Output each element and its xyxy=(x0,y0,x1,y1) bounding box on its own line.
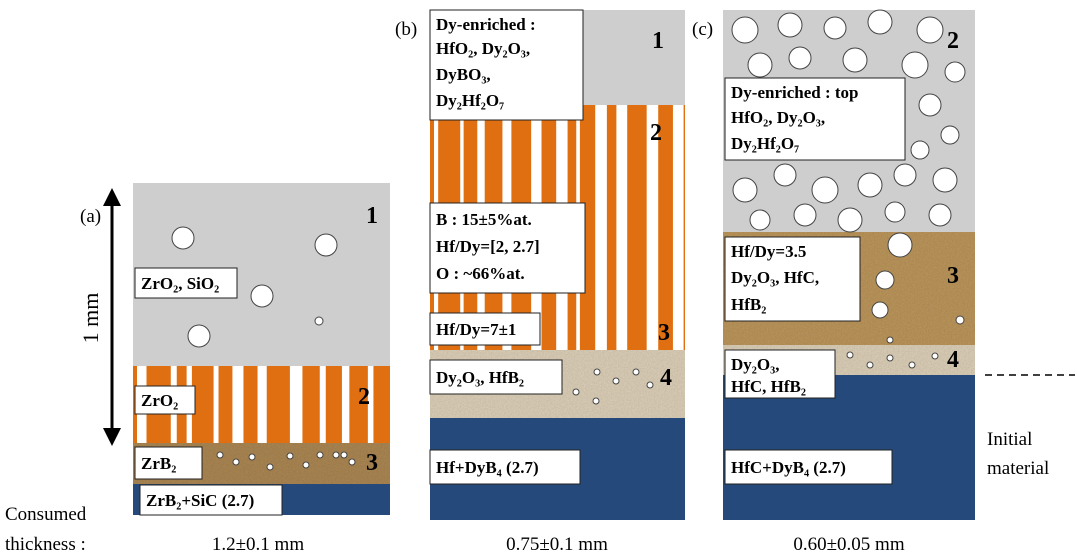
pore xyxy=(732,17,758,43)
panel-label: (a) xyxy=(80,206,101,227)
layer-id: 2 xyxy=(947,28,959,54)
panel-label: (b) xyxy=(395,19,417,40)
layer-id: 2 xyxy=(650,120,662,146)
pore xyxy=(933,168,957,192)
pore xyxy=(887,355,893,361)
stripe xyxy=(616,105,627,350)
box-text: DyBO₃, xyxy=(436,65,491,84)
pore xyxy=(838,208,862,232)
pore xyxy=(867,362,873,368)
pore xyxy=(956,316,964,324)
stripe xyxy=(595,105,607,350)
pore xyxy=(868,10,892,34)
initial-label: material xyxy=(987,458,1049,479)
stripe xyxy=(258,366,267,443)
layer-id: 1 xyxy=(366,203,378,229)
pore xyxy=(929,204,951,226)
pore xyxy=(812,177,838,203)
box-text: Dy-enriched : top xyxy=(731,83,858,102)
pore xyxy=(778,13,802,37)
pore xyxy=(858,173,882,197)
box-text: Hf/Dy=[2, 2.7] xyxy=(436,237,540,256)
scale-label: 1 mm xyxy=(78,293,103,344)
panel-c: (c) 2 3 4 Dy-enriched : top HfO₂, Dy₂O₃,… xyxy=(692,10,975,555)
layer-id: 3 xyxy=(658,320,670,346)
box-text: Dy₂Hf₂O₇ xyxy=(436,91,504,110)
panel-label: (c) xyxy=(692,19,713,40)
thickness: 0.75±0.1 mm xyxy=(506,534,608,555)
layer-id: 3 xyxy=(947,263,959,289)
layer-id: 1 xyxy=(652,28,664,54)
pore xyxy=(902,52,928,78)
initial-label: Initial xyxy=(987,429,1032,450)
pore xyxy=(750,210,770,230)
layer-id: 3 xyxy=(366,450,378,476)
panel-b: (b) 1 2 3 4 Dy-enriched : HfO₂, Dy₂O₃, D… xyxy=(395,10,685,555)
box-text: Dy₂O₃, HfC, xyxy=(731,268,819,287)
box-text: Hf+DyB₄ (2.7) xyxy=(436,458,539,477)
thickness: 0.60±0.05 mm xyxy=(793,534,904,555)
box-text: Dy-enriched : xyxy=(436,15,536,34)
box-text: HfO₂, Dy₂O₃, xyxy=(731,108,825,127)
stripe xyxy=(232,366,243,443)
pore xyxy=(885,202,905,222)
thickness: 1.2±0.1 mm xyxy=(212,534,304,555)
consumed-label: thickness : xyxy=(5,534,86,555)
box-text: ZrO₂, SiO₂ xyxy=(141,274,219,293)
pore xyxy=(847,352,853,358)
pore xyxy=(789,47,811,69)
pore xyxy=(774,164,796,186)
box-text: HfB₂ xyxy=(731,295,766,314)
pore xyxy=(733,178,757,202)
box-text: HfC+DyB₄ (2.7) xyxy=(731,458,846,477)
pore xyxy=(909,362,915,368)
box-text: Dy₂O₃, HfB₂ xyxy=(436,368,524,387)
box-text: Dy₂Hf₂O₇ xyxy=(731,134,799,153)
stripe xyxy=(214,366,219,443)
pore xyxy=(872,302,888,318)
box-text: O : ~66%at. xyxy=(436,264,525,283)
layer-id: 4 xyxy=(947,347,959,373)
pore xyxy=(941,126,959,144)
pore xyxy=(888,233,912,257)
pore xyxy=(824,17,846,39)
box-text: HfC, HfB₂ xyxy=(731,377,806,396)
pore xyxy=(894,164,916,186)
stripe xyxy=(673,105,684,350)
stripe xyxy=(342,366,349,443)
pore xyxy=(748,53,772,77)
panel-a: (a) 1 mm 1 2 3 ZrO₂, SiO₂ ZrO₂ ZrB₂ ZrB₂… xyxy=(78,183,390,555)
pore xyxy=(945,62,965,82)
box-text: HfO₂, Dy₂O₃, xyxy=(436,39,530,58)
pore xyxy=(876,271,894,289)
pore xyxy=(794,204,816,226)
layer-id: 4 xyxy=(660,365,672,391)
pore xyxy=(887,337,893,343)
pore xyxy=(932,353,938,359)
layer-id: 2 xyxy=(358,384,370,410)
box-text: Dy₂O₃, xyxy=(731,355,779,374)
box-text: ZrO₂ xyxy=(141,391,178,410)
consumed-label: Consumed xyxy=(5,504,87,525)
pore xyxy=(919,94,941,116)
stripe xyxy=(320,366,326,443)
box-text: ZrB₂ xyxy=(141,454,176,473)
box-text: ZrB₂+SiC (2.7) xyxy=(146,491,254,510)
pore xyxy=(917,17,943,43)
pore xyxy=(911,141,929,159)
box-text: B : 15±5%at. xyxy=(436,210,532,229)
diagram: (a) 1 mm 1 2 3 ZrO₂, SiO₂ ZrO₂ ZrB₂ ZrB₂… xyxy=(0,0,1077,555)
box-text: Hf/Dy=3.5 xyxy=(731,242,806,261)
stripe xyxy=(290,366,303,443)
pore xyxy=(843,48,867,72)
box-text: Hf/Dy=7±1 xyxy=(436,320,516,339)
